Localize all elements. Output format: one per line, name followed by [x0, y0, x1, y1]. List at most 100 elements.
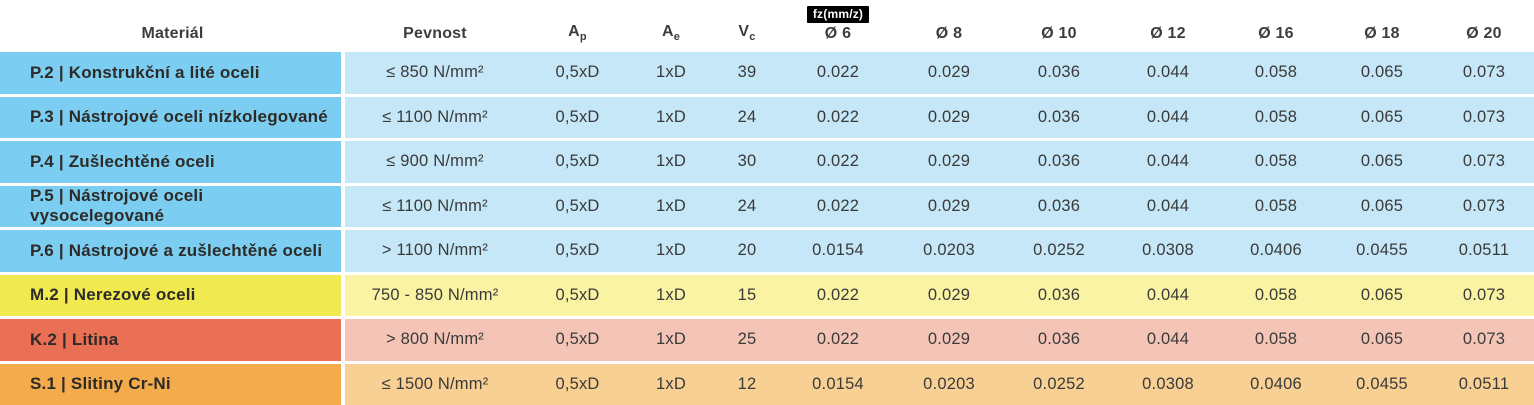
vc-cell: 20	[712, 230, 782, 272]
fz-cell-d6: 0.022	[782, 319, 894, 361]
fz-cell-d18: 0.065	[1330, 52, 1434, 94]
fz-cell-d16: 0.0406	[1222, 363, 1330, 405]
fz-cell-d6: 0.022	[782, 96, 894, 138]
header-vc-label: Vc	[738, 22, 756, 43]
fz-cell-d18: 0.065	[1330, 96, 1434, 138]
ae-cell: 1xD	[630, 274, 712, 316]
table-header-row: Materiál Pevnost Ap Ae Vc fz(mm/z) Ø 6 Ø…	[0, 0, 1534, 52]
header-diameter-10-label: Ø 10	[1041, 25, 1077, 42]
header-ae-label: Ae	[661, 22, 681, 43]
table-row: K.2 | Litina > 800 N/mm² 0,5xD 1xD 25 0.…	[0, 319, 1534, 361]
vc-cell: 12	[712, 363, 782, 405]
pevnost-cell: ≤ 900 N/mm²	[345, 141, 525, 183]
fz-cell-d18: 0.065	[1330, 274, 1434, 316]
ap-cell: 0,5xD	[525, 96, 630, 138]
material-cell: M.2 | Nerezové oceli	[0, 274, 345, 316]
header-diameter-18-label: Ø 18	[1364, 25, 1400, 42]
ap-cell: 0,5xD	[525, 230, 630, 272]
header-diameter-12: Ø 12	[1114, 0, 1222, 52]
fz-cell-d20: 0.0511	[1434, 230, 1534, 272]
vc-cell: 39	[712, 52, 782, 94]
material-cell: S.1 | Slitiny Cr-Ni	[0, 363, 345, 405]
pevnost-cell: 750 - 850 N/mm²	[345, 274, 525, 316]
ae-cell: 1xD	[630, 96, 712, 138]
fz-cell-d10: 0.036	[1004, 96, 1114, 138]
fz-cell-d18: 0.065	[1330, 185, 1434, 227]
fz-cell-d8: 0.029	[894, 141, 1004, 183]
fz-cell-d12: 0.0308	[1114, 230, 1222, 272]
header-ap-label: Ap	[568, 22, 587, 43]
fz-cell-d16: 0.058	[1222, 319, 1330, 361]
header-diameter-6-label: Ø 6	[824, 25, 852, 42]
ap-cell: 0,5xD	[525, 185, 630, 227]
fz-cell-d12: 0.0308	[1114, 363, 1222, 405]
header-diameter-16-label: Ø 16	[1258, 25, 1294, 42]
fz-cell-d10: 0.0252	[1004, 230, 1114, 272]
fz-cell-d16: 0.058	[1222, 274, 1330, 316]
vc-cell: 15	[712, 274, 782, 316]
fz-cell-d8: 0.029	[894, 96, 1004, 138]
header-ap: Ap	[525, 0, 630, 52]
material-cell: P.4 | Zušlechtěné oceli	[0, 141, 345, 183]
fz-cell-d10: 0.036	[1004, 52, 1114, 94]
header-material: Materiál	[0, 0, 345, 52]
fz-cell-d16: 0.058	[1222, 185, 1330, 227]
fz-cell-d20: 0.073	[1434, 96, 1534, 138]
table-row: P.4 | Zušlechtěné oceli ≤ 900 N/mm² 0,5x…	[0, 141, 1534, 183]
fz-cell-d12: 0.044	[1114, 185, 1222, 227]
fz-cell-d6: 0.022	[782, 141, 894, 183]
pevnost-cell: ≤ 1500 N/mm²	[345, 363, 525, 405]
fz-cell-d18: 0.0455	[1330, 363, 1434, 405]
table-row: P.3 | Nástrojové oceli nízkolegované ≤ 1…	[0, 96, 1534, 138]
fz-cell-d16: 0.058	[1222, 96, 1330, 138]
header-diameter-10: Ø 10	[1004, 0, 1114, 52]
fz-cell-d10: 0.036	[1004, 141, 1114, 183]
fz-cell-d8: 0.0203	[894, 363, 1004, 405]
fz-cell-d18: 0.065	[1330, 319, 1434, 361]
vc-cell: 25	[712, 319, 782, 361]
fz-cell-d12: 0.044	[1114, 96, 1222, 138]
fz-cell-d20: 0.073	[1434, 185, 1534, 227]
header-diameter-8-label: Ø 8	[935, 25, 963, 42]
fz-cell-d20: 0.073	[1434, 274, 1534, 316]
fz-cell-d16: 0.0406	[1222, 230, 1330, 272]
header-diameter-20: Ø 20	[1434, 0, 1534, 52]
header-diameter-16: Ø 16	[1222, 0, 1330, 52]
pevnost-cell: > 800 N/mm²	[345, 319, 525, 361]
fz-cell-d20: 0.073	[1434, 52, 1534, 94]
fz-cell-d10: 0.036	[1004, 185, 1114, 227]
fz-cell-d8: 0.0203	[894, 230, 1004, 272]
ae-cell: 1xD	[630, 185, 712, 227]
material-cell: P.5 | Nástrojové oceli vysocelegované	[0, 185, 345, 227]
fz-cell-d6: 0.022	[782, 274, 894, 316]
vc-cell: 24	[712, 96, 782, 138]
fz-cell-d12: 0.044	[1114, 52, 1222, 94]
vc-cell: 30	[712, 141, 782, 183]
header-diameter-20-label: Ø 20	[1466, 25, 1502, 42]
fz-cell-d6: 0.022	[782, 52, 894, 94]
header-diameter-18: Ø 18	[1330, 0, 1434, 52]
pevnost-cell: ≤ 1100 N/mm²	[345, 96, 525, 138]
header-pevnost-label: Pevnost	[403, 25, 467, 42]
header-diameter-6: fz(mm/z) Ø 6	[782, 0, 894, 52]
header-material-label: Materiál	[141, 25, 204, 42]
header-pevnost: Pevnost	[345, 0, 525, 52]
header-ae: Ae	[630, 0, 712, 52]
table-body: P.2 | Konstrukční a lité oceli ≤ 850 N/m…	[0, 52, 1534, 405]
table-row: M.2 | Nerezové oceli 750 - 850 N/mm² 0,5…	[0, 274, 1534, 316]
pevnost-cell: ≤ 850 N/mm²	[345, 52, 525, 94]
fz-cell-d12: 0.044	[1114, 319, 1222, 361]
material-cell: P.2 | Konstrukční a lité oceli	[0, 52, 345, 94]
fz-cell-d6: 0.0154	[782, 363, 894, 405]
ap-cell: 0,5xD	[525, 274, 630, 316]
fz-cell-d8: 0.029	[894, 319, 1004, 361]
pevnost-cell: > 1100 N/mm²	[345, 230, 525, 272]
header-vc: Vc	[712, 0, 782, 52]
material-cell: K.2 | Litina	[0, 319, 345, 361]
table-row: P.5 | Nástrojové oceli vysocelegované ≤ …	[0, 185, 1534, 227]
fz-cell-d16: 0.058	[1222, 141, 1330, 183]
fz-cell-d16: 0.058	[1222, 52, 1330, 94]
ae-cell: 1xD	[630, 52, 712, 94]
table-row: P.2 | Konstrukční a lité oceli ≤ 850 N/m…	[0, 52, 1534, 94]
